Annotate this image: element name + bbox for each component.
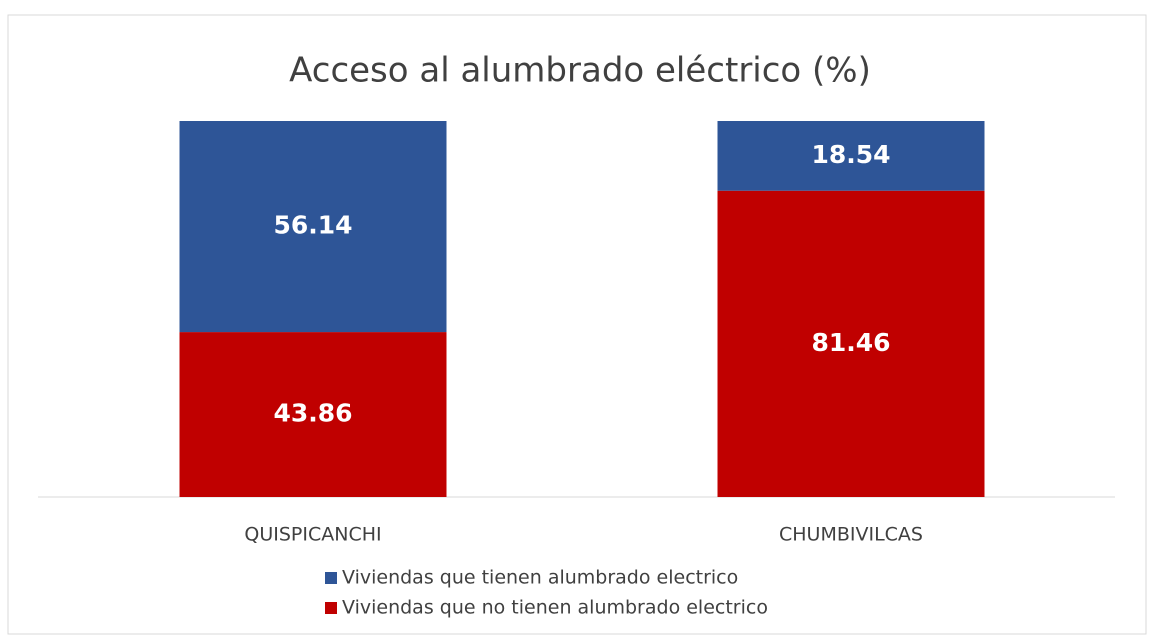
legend-swatch [325,602,337,614]
legend-swatch [325,572,337,584]
legend-label: Viviendas que tienen alumbrado electrico [342,567,738,589]
data-label: 43.86 [273,399,352,428]
bar-segment [179,332,447,497]
x-tick-label: CHUMBIVILCAS [779,524,923,546]
legend-label: Viviendas que no tienen alumbrado electr… [342,597,768,619]
bar-segment [717,190,985,498]
chart-title: Acceso al alumbrado eléctrico (%) [289,51,871,91]
bar-segment [717,121,985,191]
x-tick-label: QUISPICANCHI [244,524,381,546]
bar-segment [179,121,447,333]
data-label: 56.14 [273,211,352,240]
data-label: 81.46 [811,328,890,357]
data-label: 18.54 [811,140,890,169]
